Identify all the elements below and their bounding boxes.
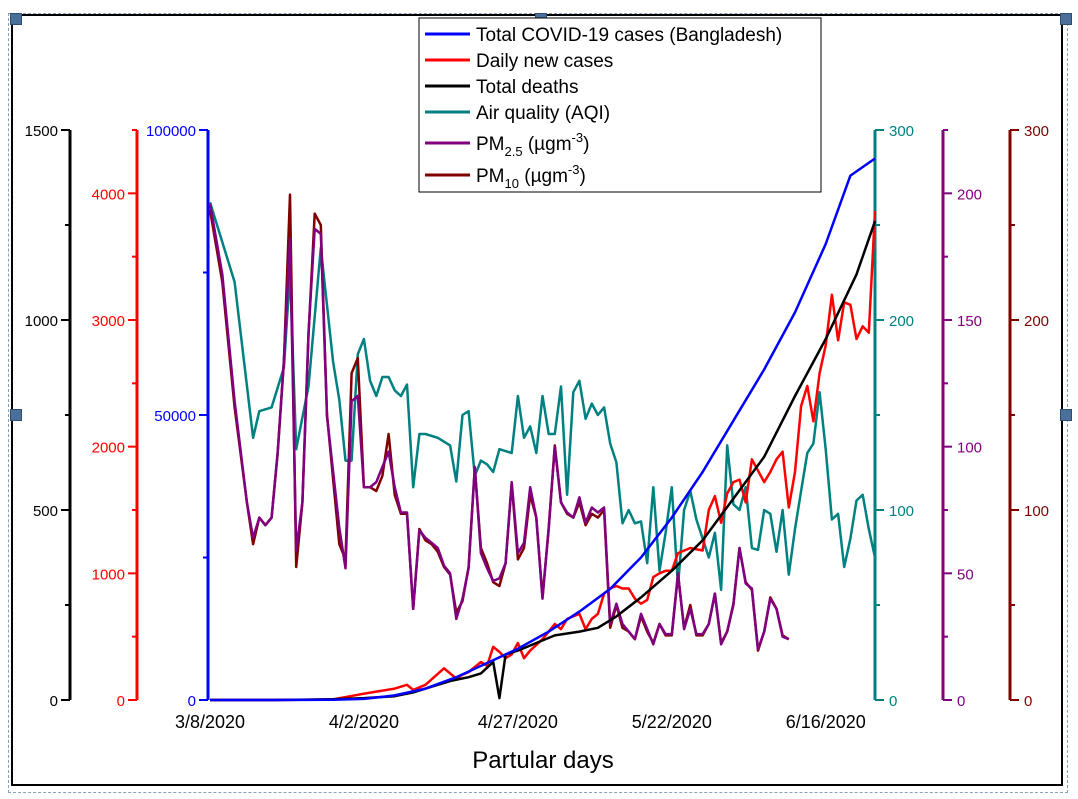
x-axis-title: Partular days <box>472 747 613 774</box>
y-axis-pm25: 0 50 100 150 200 <box>941 129 982 710</box>
resize-handle-left[interactable] <box>10 409 22 421</box>
x-tick-label: 5/22/2020 <box>632 712 712 732</box>
resize-handle-top-right[interactable] <box>1060 13 1072 25</box>
y-tick-label-daily: 2000 <box>92 440 125 457</box>
x-tick-label: 3/8/2020 <box>175 712 245 732</box>
series-line-total <box>210 157 876 702</box>
resize-handle-top-left[interactable] <box>10 13 22 25</box>
y-tick-label-pm25: 150 <box>957 313 982 330</box>
legend-label-daily: Daily new cases <box>476 51 613 72</box>
y-tick-label-deaths: 0 <box>50 693 58 710</box>
y-axis-total: 0 50000 100000 <box>146 123 210 710</box>
y-tick-label-pm10: 200 <box>1024 313 1049 330</box>
y-tick-label-pm25: 100 <box>957 440 982 457</box>
y-tick-label-aqi: 200 <box>889 313 914 330</box>
y-tick-label-pm25: 0 <box>957 693 965 710</box>
y-tick-label-daily: 3000 <box>92 313 125 330</box>
y-axis-aqi: 0 100 200 300 <box>873 123 914 710</box>
y-tick-label-aqi: 0 <box>889 693 897 710</box>
y-tick-label-daily: 4000 <box>92 186 125 203</box>
y-tick-label-daily: 0 <box>117 693 125 710</box>
legend-label-aqi: Air quality (AQI) <box>476 103 610 124</box>
y-tick-label-deaths: 1000 <box>25 313 58 330</box>
legend-label-total: Total COVID-19 cases (Bangladesh) <box>476 25 782 46</box>
y-tick-label-aqi: 300 <box>889 123 914 140</box>
x-tick-label: 4/2/2020 <box>329 712 399 732</box>
series-line-pm25 <box>208 203 790 651</box>
y-tick-label-total: 50000 <box>154 408 196 425</box>
resize-handle-right[interactable] <box>1060 409 1072 421</box>
y-axis-daily: 0 1000 2000 3000 4000 <box>92 129 139 710</box>
legend-label-pm10: PM10 (µgm-3) <box>476 162 586 191</box>
legend-box <box>418 17 822 193</box>
y-tick-label-daily: 1000 <box>92 566 125 583</box>
y-tick-label-aqi: 100 <box>889 503 914 520</box>
legend-label-deaths: Total deaths <box>476 77 578 98</box>
legend: Total COVID-19 cases (Bangladesh) Daily n… <box>418 17 822 193</box>
y-tick-label-pm10: 0 <box>1024 693 1032 710</box>
y-tick-label-pm25: 50 <box>957 566 974 583</box>
legend-label-pm25: PM2.5 (µgm-3) <box>476 130 589 159</box>
y-tick-label-pm25: 200 <box>957 186 982 203</box>
y-axis-pm10: 0 100 200 300 <box>1008 123 1049 710</box>
series-line-aqi <box>208 201 877 592</box>
y-tick-label-pm10: 300 <box>1024 123 1049 140</box>
series-line-pm10 <box>208 193 790 652</box>
y-tick-label-total: 0 <box>188 693 196 710</box>
x-tick-label: 4/27/2020 <box>478 712 558 732</box>
x-tick-label: 6/16/2020 <box>786 712 866 732</box>
y-tick-label-deaths: 1500 <box>25 123 58 140</box>
y-tick-label-total: 100000 <box>146 123 196 140</box>
y-axis-deaths: 0 500 1000 1500 <box>25 123 72 710</box>
y-tick-label-pm10: 100 <box>1024 503 1049 520</box>
y-tick-label-deaths: 500 <box>33 503 58 520</box>
series-line-daily <box>210 211 877 702</box>
